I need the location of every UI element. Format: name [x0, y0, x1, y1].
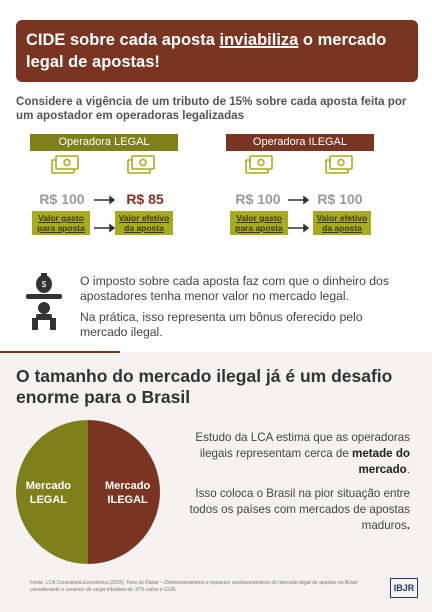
title-text: o mercado legal de apostas! — [26, 31, 387, 71]
title-emphasis: inviabiliza — [219, 31, 299, 49]
section-title: O tamanho do mercado ilegal já é um desa… — [16, 366, 393, 407]
caption: Valor gasto para aposta — [32, 211, 90, 235]
caption: Valor efetivo da aposta — [115, 211, 173, 235]
bold-text: . — [406, 519, 410, 532]
icons — [51, 155, 353, 233]
arrow-head — [303, 195, 310, 205]
amount: R$ 100 — [317, 191, 363, 207]
money-icon — [51, 155, 79, 174]
logo: IBJR — [390, 578, 418, 598]
bold-text: metade do mercado — [352, 447, 410, 476]
amount: R$ 100 — [235, 191, 281, 207]
money-icon — [325, 155, 353, 174]
header: CIDE sobre cada aposta inviabiliza o mer… — [16, 20, 418, 82]
paragraph: Na prática, isso representa um bônus ofe… — [80, 310, 363, 339]
money-icon — [127, 155, 155, 174]
paragraph: Isso coloca o Brasil na pior situação en… — [180, 486, 410, 534]
amount: R$ 85 — [126, 191, 164, 207]
text: Isso coloca o Brasil na pior situação en… — [189, 487, 410, 532]
text: . — [406, 463, 410, 476]
arrow-head — [303, 223, 310, 233]
svg-text:$: $ — [42, 280, 47, 289]
amount: R$ 100 — [39, 191, 85, 207]
caption: Valor efetivo da aposta — [313, 211, 371, 235]
person-icon: $ — [26, 273, 62, 330]
paragraph: O imposto sobre cada aposta faz com que … — [80, 274, 389, 303]
title-text: CIDE sobre cada aposta — [26, 31, 220, 49]
pie-chart: Mercado LEGAL Mercado ILEGAL — [16, 420, 160, 564]
divider — [0, 351, 120, 353]
source: Fonte: LCA Consultoria Econômica (2025).… — [30, 580, 358, 593]
pie-label: Mercado LEGAL — [26, 480, 72, 506]
pie-label: Mercado ILEGAL — [105, 480, 151, 506]
paragraph: Estudo da LCA estima que as operadoras i… — [180, 430, 410, 478]
illegal-label: Operadora ILEGAL — [226, 134, 374, 151]
legal-label: Operadora LEGAL — [30, 134, 178, 151]
text: Estudo da LCA estima que as operadoras i… — [195, 431, 410, 460]
money-icon — [245, 155, 273, 174]
pie-slice — [16, 420, 88, 564]
subtitle: Considere a vigência de um tributo de 15… — [16, 95, 407, 122]
pie-slice — [88, 420, 160, 564]
arrow-head — [109, 223, 116, 233]
caption: Valor gasto para aposta — [230, 211, 288, 235]
arrow-head — [109, 195, 116, 205]
